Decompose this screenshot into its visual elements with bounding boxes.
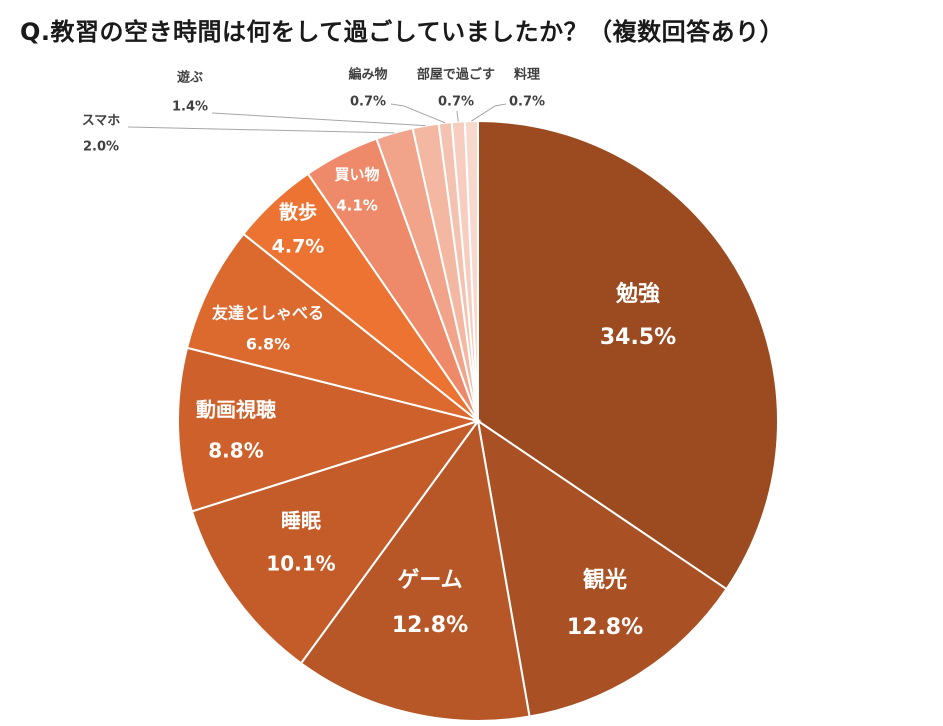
- leader-line-11: [456, 110, 459, 122]
- slice-category-label: 友達としゃべる: [212, 304, 324, 323]
- pie-slice-1: [476, 418, 728, 718]
- slice-category-label: 動画視聴: [196, 398, 276, 422]
- slice-value-label: 2.0%: [83, 140, 119, 155]
- slice-category-label: 勉強: [615, 281, 660, 307]
- slice-category-label: 部屋で過ごす: [417, 67, 495, 83]
- pie-slice-3: [190, 419, 481, 665]
- pie-slice-0: [477, 119, 779, 591]
- leader-line-9: [211, 112, 426, 127]
- slice-category-label: 観光: [583, 567, 627, 593]
- slice-value-label: 0.7%: [509, 95, 545, 110]
- slice-value-label: 8.8%: [208, 439, 263, 463]
- slice-value-label: 4.7%: [272, 236, 325, 258]
- slice-category-label: 睡眠: [281, 509, 321, 533]
- slice-labels: 勉強 34.5% 観光 12.8% ゲーム 12.8% 睡眠 10.1% 動画視聴 8.8% 友達と…: [82, 67, 676, 641]
- leader-line-12: [471, 103, 507, 122]
- slice-category-label: 編み物: [348, 67, 387, 83]
- leader-line-10: [390, 103, 446, 124]
- slice-category-label: スマホ: [82, 114, 121, 129]
- slice-category-label: 散歩: [279, 201, 317, 224]
- slice-category-label: 買い物: [334, 166, 379, 184]
- slice-value-label: 10.1%: [266, 552, 335, 576]
- pie-slices: [177, 119, 779, 722]
- pie-slice-5: [185, 232, 479, 422]
- leader-line-8: [127, 126, 395, 134]
- slice-value-label: 1.4%: [172, 100, 208, 115]
- leader-lines: [127, 103, 507, 134]
- slice-value-label: 34.5%: [600, 325, 676, 350]
- slice-value-label: 12.8%: [567, 615, 643, 640]
- slice-value-label: 0.7%: [350, 95, 386, 110]
- slice-value-label: 12.8%: [392, 613, 468, 638]
- pie-slice-4: [177, 346, 482, 513]
- chart-title: Q.教習の空き時間は何をして過ごしていましたか？（複数回答あり）: [20, 18, 785, 46]
- slice-value-label: 0.7%: [438, 95, 474, 110]
- pie-slice-2: [299, 418, 531, 722]
- slice-category-label: 料理: [514, 67, 540, 83]
- slice-value-label: 4.1%: [336, 197, 378, 215]
- slice-category-label: ゲーム: [397, 568, 462, 593]
- slice-category-label: 遊ぶ: [177, 70, 203, 86]
- slice-value-label: 6.8%: [246, 335, 290, 354]
